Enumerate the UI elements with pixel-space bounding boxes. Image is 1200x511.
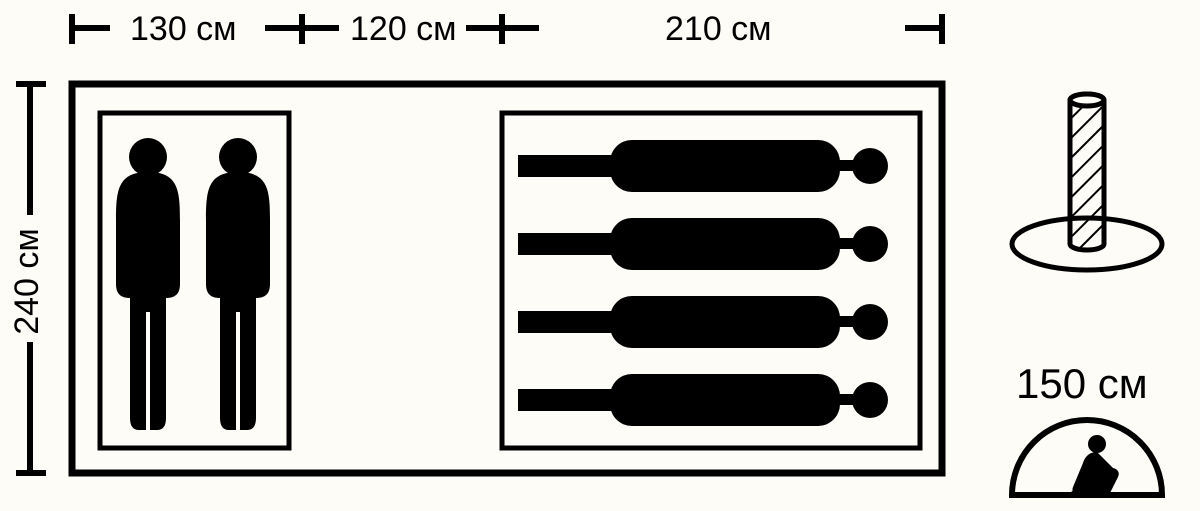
dim-left: 240 см: [8, 228, 47, 335]
sleeper-2: [518, 218, 888, 270]
sleeper-4: [518, 374, 888, 426]
sleeping-figures: [518, 140, 888, 426]
pole-icon: [1012, 94, 1162, 270]
sleeper-3: [518, 296, 888, 348]
dome-icon: [1012, 420, 1162, 495]
dim-top-1: 130 см: [130, 10, 237, 49]
dim-top-3: 210 см: [665, 10, 772, 49]
dim-top-2: 120 см: [350, 10, 457, 49]
sleeper-1: [518, 140, 888, 192]
standing-figure-1: [116, 138, 180, 430]
dim-height: 150 см: [1016, 360, 1148, 408]
standing-figure-2: [206, 138, 270, 430]
